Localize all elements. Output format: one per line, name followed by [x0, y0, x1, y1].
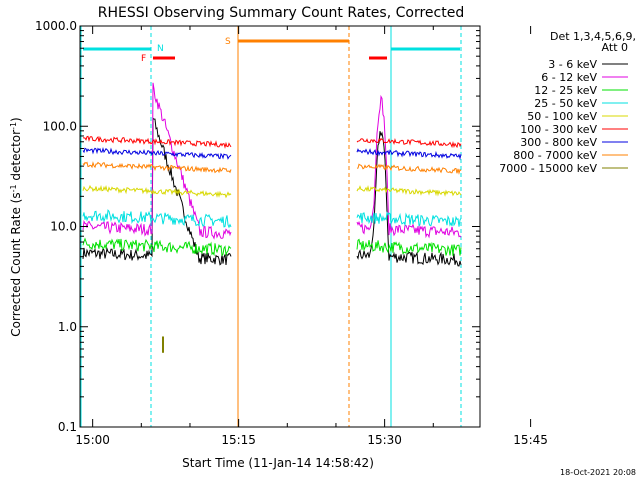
legend-header-detectors: Det 1,3,4,5,6,9, — [550, 30, 636, 43]
series-line — [356, 163, 462, 175]
series-50-100kev — [82, 184, 462, 199]
series-line — [82, 146, 232, 160]
y-tick-label: 100.0 — [43, 119, 77, 133]
plot-area: N F S — [80, 26, 462, 427]
legend-label: 3 - 6 keV — [548, 58, 597, 71]
legend-label: 50 - 100 keV — [527, 110, 597, 123]
date-stamp: 18-Oct-2021 20:08 — [560, 468, 636, 477]
series-line — [356, 184, 462, 197]
x-tick-label: 15:30 — [367, 433, 402, 447]
legend-label: 25 - 50 keV — [534, 97, 597, 110]
x-tick-label: 15:00 — [75, 433, 110, 447]
series-line — [82, 237, 232, 257]
series-25-50kev — [82, 209, 462, 229]
y-tick-label: 1.0 — [58, 320, 77, 334]
flag-letter-n: N — [157, 44, 164, 54]
x-tick-label: 15:15 — [221, 433, 256, 447]
legend-label: 7000 - 15000 keV — [499, 162, 597, 175]
series-300-800kev — [82, 146, 462, 161]
y-tick-label: 0.1 — [58, 420, 77, 434]
chart-title: RHESSI Observing Summary Count Rates, Co… — [98, 5, 464, 21]
y-tick-label: 1000.0 — [35, 19, 77, 33]
series-100-300kev — [82, 135, 462, 149]
series-line — [82, 184, 232, 199]
series-line — [82, 82, 232, 240]
legend-label: 12 - 25 keV — [534, 84, 597, 97]
series-line — [82, 135, 232, 149]
series-line — [356, 238, 462, 256]
y-axis-label: Corrected Count Rate (s-1 detector-1) — [9, 117, 23, 336]
y-axis: 1000.0 100.0 10.0 1.0 0.1 — [35, 19, 480, 434]
series-line — [356, 148, 462, 161]
series-line — [82, 117, 232, 266]
legend-label: 100 - 300 keV — [520, 123, 597, 136]
flag-letter-f: F — [141, 54, 146, 64]
series-line — [82, 161, 232, 174]
legend-label: 300 - 800 keV — [520, 136, 597, 149]
legend-label: 6 - 12 keV — [541, 71, 597, 84]
series-line — [356, 211, 462, 227]
series-line — [356, 94, 462, 239]
x-tick-label: 15:45 — [513, 433, 548, 447]
legend-label: 800 - 7000 keV — [513, 149, 597, 162]
series-800-7000kev — [82, 161, 462, 175]
legend-header-attenuator: Att 0 — [602, 41, 628, 54]
y-tick-label: 10.0 — [50, 220, 77, 234]
x-axis-label: Start Time (11-Jan-14 14:58:42) — [182, 456, 374, 470]
series-12-25kev — [82, 237, 462, 257]
series-6-12kev — [82, 82, 462, 240]
flag-letter-s: S — [225, 37, 231, 47]
series-line — [82, 209, 232, 229]
series-line — [356, 137, 462, 149]
